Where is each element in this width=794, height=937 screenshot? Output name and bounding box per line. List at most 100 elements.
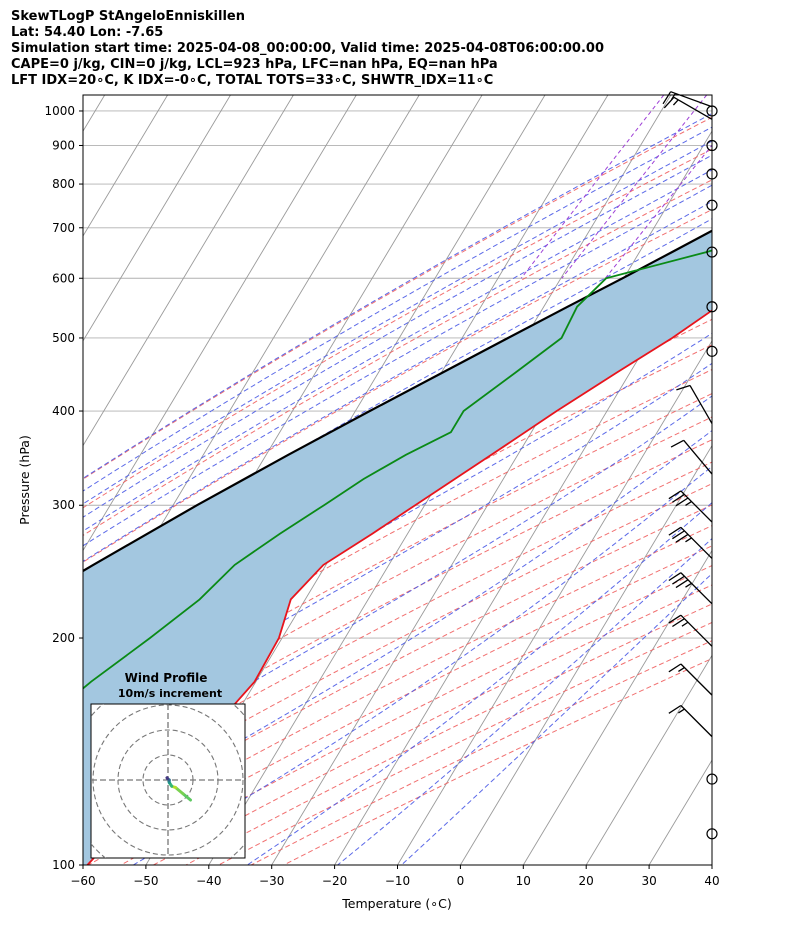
barb-staff bbox=[680, 526, 713, 559]
hodograph-title: Wind Profile bbox=[125, 671, 208, 685]
barb-half bbox=[678, 666, 685, 672]
chart-header: SkewTLogP StAngeloEnniskillen Lat: 54.40… bbox=[11, 9, 604, 89]
isotherm-line bbox=[334, 235, 712, 865]
x-tick-label: 20 bbox=[579, 874, 594, 888]
isotherm-line bbox=[585, 654, 712, 865]
dry-adiabat-line bbox=[83, 439, 712, 772]
dry-adiabat-line bbox=[83, 483, 712, 812]
barb-half bbox=[681, 621, 689, 627]
barb-full bbox=[672, 493, 685, 503]
moist-adiabat-line bbox=[83, 395, 712, 781]
wind-barb bbox=[668, 490, 713, 523]
barb-full bbox=[668, 572, 682, 582]
plot-area bbox=[83, 91, 794, 865]
barb-staff bbox=[673, 96, 713, 120]
isotherm-line bbox=[648, 759, 712, 865]
wind-barb bbox=[668, 614, 713, 647]
barb-full bbox=[668, 614, 682, 624]
hodograph-segment bbox=[165, 776, 169, 780]
isotherm-line bbox=[775, 95, 794, 865]
x-tick-label: 30 bbox=[641, 874, 656, 888]
barb-half bbox=[672, 99, 679, 106]
moist-adiabat-line bbox=[337, 537, 712, 865]
y-tick-label: 700 bbox=[52, 221, 75, 235]
barb-full bbox=[672, 530, 685, 540]
mixing-ratio-line bbox=[561, 95, 708, 279]
chart-indices-1: CAPE=0 j/kg, CIN=0 j/kg, LCL=923 hPa, LF… bbox=[11, 57, 498, 72]
barb-half bbox=[678, 708, 685, 714]
isotherm-line bbox=[711, 864, 712, 865]
isotherm-line bbox=[522, 549, 712, 865]
barb-full bbox=[668, 704, 682, 714]
isotherm-line bbox=[271, 130, 712, 865]
chart-times: Simulation start time: 2025-04-08_00:00:… bbox=[11, 41, 604, 56]
x-tick-label: −60 bbox=[70, 874, 95, 888]
barb-full bbox=[675, 497, 689, 507]
wind-barb bbox=[668, 572, 713, 605]
barb-staff bbox=[683, 439, 713, 475]
barb-half bbox=[685, 582, 692, 588]
barb-full bbox=[676, 384, 691, 391]
barb-full bbox=[668, 490, 682, 500]
barb-full bbox=[675, 533, 689, 543]
barb-staff bbox=[680, 572, 713, 605]
cin-shading bbox=[83, 230, 712, 865]
wind-barb bbox=[668, 704, 713, 738]
barb-staff bbox=[680, 663, 713, 696]
parcel-profile-line bbox=[83, 229, 712, 573]
isotherm-line bbox=[83, 95, 168, 237]
barb-staff bbox=[680, 490, 713, 523]
isotherm-line bbox=[83, 95, 231, 342]
moist-adiabat-line bbox=[83, 154, 712, 518]
isotherm-line bbox=[460, 444, 712, 865]
barb-half bbox=[685, 500, 692, 506]
mixing-ratio-line bbox=[520, 95, 665, 279]
wind-barb bbox=[670, 439, 713, 475]
barb-full bbox=[662, 91, 672, 105]
moist-adiabat-line bbox=[83, 126, 712, 492]
barb-full bbox=[672, 575, 685, 585]
hodograph-inset: Wind Profile 10m/s increment bbox=[90, 671, 246, 859]
barb-staff bbox=[689, 385, 713, 424]
moist-adiabat-line bbox=[133, 465, 712, 865]
barb-full bbox=[670, 439, 685, 448]
x-tick-label: −30 bbox=[259, 874, 284, 888]
x-tick-label: −50 bbox=[133, 874, 158, 888]
chart-location: Lat: 54.40 Lon: -7.65 bbox=[11, 25, 164, 40]
moist-adiabat-line bbox=[83, 200, 712, 562]
wind-barb bbox=[668, 663, 713, 696]
barb-staff bbox=[680, 614, 713, 647]
barb-full bbox=[668, 526, 682, 536]
wind-barb bbox=[663, 96, 713, 120]
y-tick-label: 500 bbox=[52, 331, 75, 345]
axes: −60 −50 −40 −30 −20 −10 0 10 20 30 40 100 200 300 400 5… bbox=[44, 94, 720, 888]
x-tick-label: 40 bbox=[704, 874, 719, 888]
isotherm-line bbox=[83, 95, 294, 447]
temperature-line bbox=[86, 309, 712, 865]
dry-adiabat-line bbox=[83, 116, 712, 480]
plot-clip-group bbox=[83, 95, 794, 865]
x-tick-label: 10 bbox=[516, 874, 531, 888]
x-tick-label: −10 bbox=[385, 874, 410, 888]
y-tick-label: 1000 bbox=[44, 104, 75, 118]
y-tick-label: 300 bbox=[52, 498, 75, 512]
wind-barb bbox=[668, 526, 713, 559]
dry-adiabat-line bbox=[83, 209, 712, 563]
hodograph-clip-group bbox=[91, 704, 245, 858]
barb-full bbox=[668, 663, 682, 673]
moist-adiabat-line bbox=[83, 112, 712, 479]
y-tick-label: 400 bbox=[52, 404, 75, 418]
moist-adiabat-line bbox=[83, 140, 712, 505]
x-axis-label: Temperature (∘C) bbox=[341, 896, 451, 911]
y-tick-label: 900 bbox=[52, 138, 75, 152]
mixing-ratio-line bbox=[604, 144, 712, 279]
dry-adiabat-line bbox=[83, 461, 712, 792]
y-axis-label: Pressure (hPa) bbox=[17, 435, 32, 525]
dry-adiabat-line bbox=[83, 368, 712, 708]
barb-full bbox=[672, 618, 685, 628]
chart-title: SkewTLogP StAngeloEnniskillen bbox=[11, 9, 245, 24]
y-tick-label: 800 bbox=[52, 177, 75, 191]
moist-adiabat-line bbox=[401, 572, 712, 865]
dewpoint-line bbox=[83, 249, 712, 690]
